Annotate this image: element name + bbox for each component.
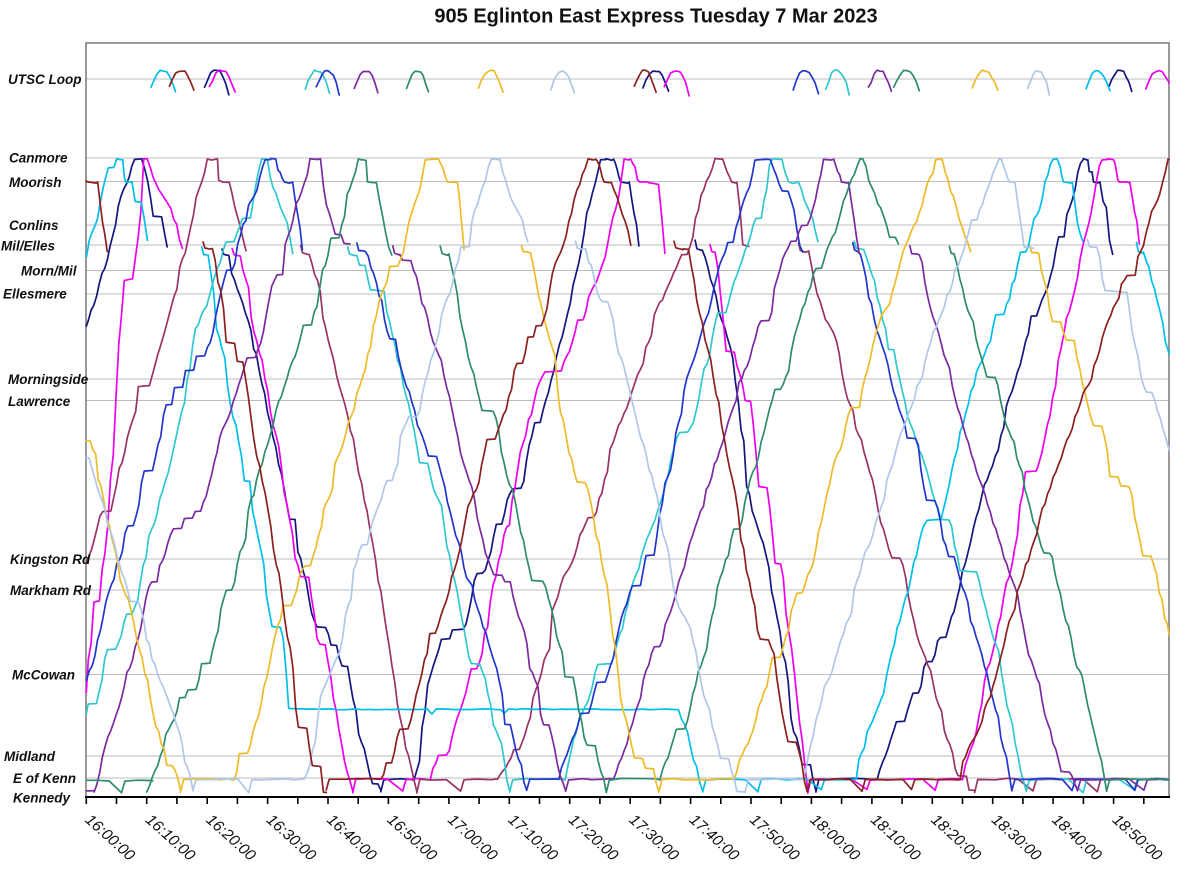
svg-text:Conlins: Conlins — [9, 218, 59, 233]
svg-text:Kennedy: Kennedy — [13, 791, 72, 806]
svg-text:Midland: Midland — [4, 749, 56, 764]
svg-text:Ellesmere: Ellesmere — [3, 287, 67, 302]
svg-text:Morn/Mil: Morn/Mil — [21, 264, 77, 279]
svg-text:UTSC Loop: UTSC Loop — [8, 72, 82, 87]
svg-text:Mil/Elles: Mil/Elles — [1, 239, 56, 254]
svg-text:Canmore: Canmore — [9, 151, 68, 166]
svg-text:McCowan: McCowan — [12, 668, 75, 683]
svg-text:Moorish: Moorish — [9, 175, 62, 190]
svg-text:Kingston Rd: Kingston Rd — [10, 552, 91, 567]
svg-text:905 Eglinton East Express Tues: 905 Eglinton East Express Tuesday 7 Mar … — [434, 6, 877, 28]
svg-text:Markham Rd: Markham Rd — [10, 583, 92, 598]
svg-text:E of Kenn: E of Kenn — [13, 771, 76, 786]
svg-text:Lawrence: Lawrence — [8, 394, 71, 409]
svg-text:Morningside: Morningside — [8, 372, 89, 387]
